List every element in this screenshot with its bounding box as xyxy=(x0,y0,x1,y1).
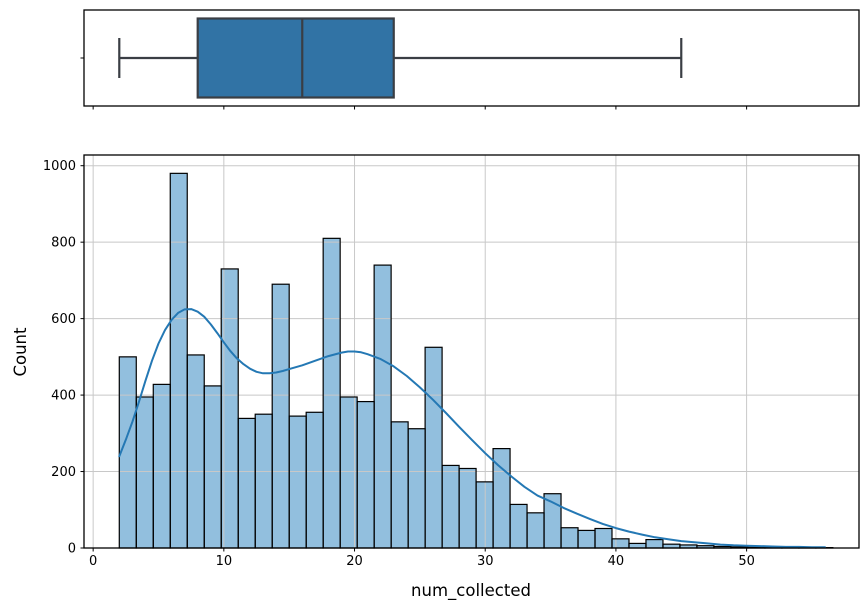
histogram-axes-frame xyxy=(83,154,860,549)
y-tick-label: 600 xyxy=(51,312,76,327)
histogram-bar xyxy=(391,421,409,548)
histogram-bar xyxy=(408,428,426,548)
histogram-bar xyxy=(289,416,307,548)
y-tick-label: 1000 xyxy=(43,159,76,174)
histogram-bar xyxy=(187,354,205,548)
histogram-bar xyxy=(221,268,239,548)
histogram-bar xyxy=(510,504,528,548)
histogram-bar xyxy=(561,527,579,548)
histogram-bar xyxy=(323,238,341,549)
x-axis-label: num_collected xyxy=(411,581,531,601)
histogram-bar xyxy=(476,481,494,548)
y-tick-label: 200 xyxy=(51,465,76,480)
boxplot-subplot xyxy=(80,9,860,110)
y-tick-label: 800 xyxy=(51,236,76,251)
histogram-bar xyxy=(170,173,188,548)
histogram-bar xyxy=(153,384,171,548)
histogram-bar xyxy=(544,493,562,548)
histogram-bar xyxy=(628,543,646,548)
y-tick-label: 0 xyxy=(68,542,76,557)
histogram-bar xyxy=(578,530,596,548)
kde-curve xyxy=(118,308,826,549)
histogram-bar xyxy=(493,448,511,548)
histogram-bar xyxy=(459,468,477,548)
histogram-bar xyxy=(611,538,629,548)
x-tick-label: 0 xyxy=(89,554,97,569)
histogram-bar xyxy=(595,528,612,548)
boxplot-box xyxy=(196,17,395,99)
x-tick-label: 50 xyxy=(738,554,755,569)
x-tick-label: 20 xyxy=(346,554,363,569)
x-tick-label: 30 xyxy=(477,554,494,569)
y-axis-label: Count xyxy=(11,327,30,377)
histogram-bar xyxy=(696,545,714,548)
histogram-bar xyxy=(238,418,256,548)
histogram-bar xyxy=(340,396,358,548)
histogram-subplot: 0 10 20 30 40 50 0 200 400 600 800 1000 xyxy=(43,154,860,569)
histogram-bar xyxy=(527,512,545,548)
histogram-bar xyxy=(425,347,443,548)
histogram-bar xyxy=(255,414,273,548)
histogram-bar xyxy=(442,465,460,548)
histogram-bar xyxy=(272,284,290,548)
histogram-bar xyxy=(679,544,697,548)
histogram-bar xyxy=(662,544,680,548)
histogram-bar xyxy=(306,412,324,548)
histogram-bar xyxy=(713,546,731,548)
x-tick-label: 10 xyxy=(216,554,233,569)
y-tick-label: 400 xyxy=(51,389,76,404)
histogram-bar xyxy=(136,396,154,548)
histogram-bar xyxy=(645,539,663,548)
x-tick-label: 40 xyxy=(608,554,625,569)
histogram-bar xyxy=(119,356,137,548)
histogram-bar xyxy=(357,401,375,548)
histogram-bar xyxy=(204,385,222,548)
histogram-bar xyxy=(374,265,392,548)
